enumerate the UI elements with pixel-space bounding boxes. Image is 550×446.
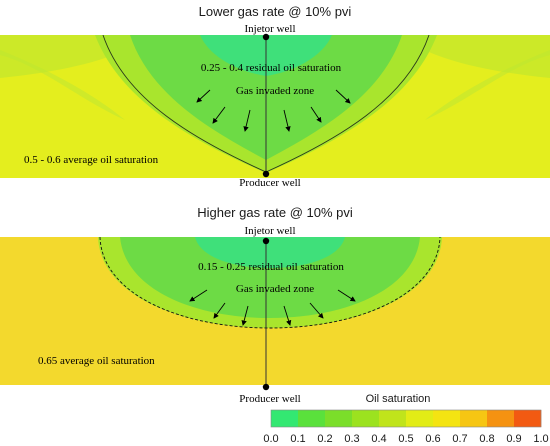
bottom-panel-title: Higher gas rate @ 10% pvi (197, 205, 353, 220)
bottom-arrow (189, 289, 208, 302)
top-arrow (243, 109, 251, 132)
top-injector-label: Injetor well (244, 23, 295, 35)
top-arrow (212, 106, 226, 124)
colorbar-tick-label: 0.6 (425, 433, 440, 445)
bottom-arrow (309, 302, 324, 319)
top-arrow (335, 89, 351, 104)
colorbar-cell (298, 410, 326, 427)
colorbar-cell (460, 410, 488, 427)
colorbar-tick-label: 0.4 (371, 433, 386, 445)
colorbar-cell (271, 410, 299, 427)
colorbar-cell (379, 410, 407, 427)
bottom-arrow (283, 305, 292, 326)
top-average-label: 0.5 - 0.6 average oil saturation (24, 154, 159, 166)
colorbar-cell (514, 410, 542, 427)
bottom-residual-label: 0.15 - 0.25 residual oil saturation (198, 261, 344, 273)
top-panel-title: Lower gas rate @ 10% pvi (199, 4, 352, 19)
colorbar-tick-label: 0.7 (452, 433, 467, 445)
colorbar-tick-label: 0.1 (290, 433, 305, 445)
top-outer-band-right (400, 35, 550, 78)
bottom-average-label: 0.65 average oil saturation (38, 355, 155, 367)
bottom-flow-arrows (189, 289, 356, 326)
colorbar-cell (433, 410, 461, 427)
colorbar-tick-label: 0.5 (398, 433, 413, 445)
top-arrow (310, 106, 322, 123)
top-arrow (283, 109, 291, 132)
top-residual-label: 0.25 - 0.4 residual oil saturation (201, 62, 342, 74)
bottom-reservoir-map (0, 237, 550, 385)
bottom-arrow (241, 305, 249, 326)
colorbar-cells (270, 409, 542, 428)
top-outer-streak-right (425, 50, 550, 120)
bottom-panel: Higher gas rate @ 10% pvi Injetor well 0… (0, 205, 550, 405)
colorbar-tick-label: 0.8 (479, 433, 494, 445)
colorbar-title: Oil saturation (366, 393, 431, 405)
colorbar-ticks: 0.0 0.1 0.2 0.3 0.4 0.5 0.6 0.7 0.8 0.9 1.0 (263, 433, 548, 445)
bottom-producer-label: Producer well (239, 393, 300, 405)
colorbar-cell (352, 410, 380, 427)
colorbar-tick-label: 0.0 (263, 433, 278, 445)
bottom-injector-marker (262, 237, 270, 245)
bottom-producer-marker (262, 383, 270, 391)
bottom-arrow (213, 302, 226, 319)
top-injector-marker (262, 33, 270, 41)
colorbar-tick-label: 0.3 (344, 433, 359, 445)
colorbar-tick-label: 1.0 (533, 433, 548, 445)
colorbar-cell (406, 410, 434, 427)
colorbar-cell (487, 410, 515, 427)
top-arrow (196, 89, 211, 103)
top-outer-streak-left (0, 50, 125, 120)
top-gas-zone-label: Gas invaded zone (236, 85, 314, 97)
top-reservoir-map (0, 35, 550, 178)
top-producer-label: Producer well (239, 177, 300, 189)
bottom-injector-label: Injetor well (244, 225, 295, 237)
bottom-swept-inner (195, 237, 345, 268)
colorbar-tick-label: 0.2 (317, 433, 332, 445)
bottom-arrow (337, 289, 356, 302)
colorbar-frame (270, 409, 542, 428)
colorbar-tick-label: 0.9 (506, 433, 521, 445)
top-panel: Lower gas rate @ 10% pvi Injetor well 0.… (0, 4, 550, 189)
top-flow-arrows (196, 89, 351, 132)
top-producer-marker (262, 170, 270, 178)
bottom-front-boundary (99, 237, 441, 329)
colorbar: Oil saturation 0.0 0.1 0.2 0.3 0.4 0.5 0.6 0.7 0… (263, 393, 548, 445)
colorbar-cell (325, 410, 353, 427)
bottom-gas-zone-label: Gas invaded zone (236, 283, 314, 295)
